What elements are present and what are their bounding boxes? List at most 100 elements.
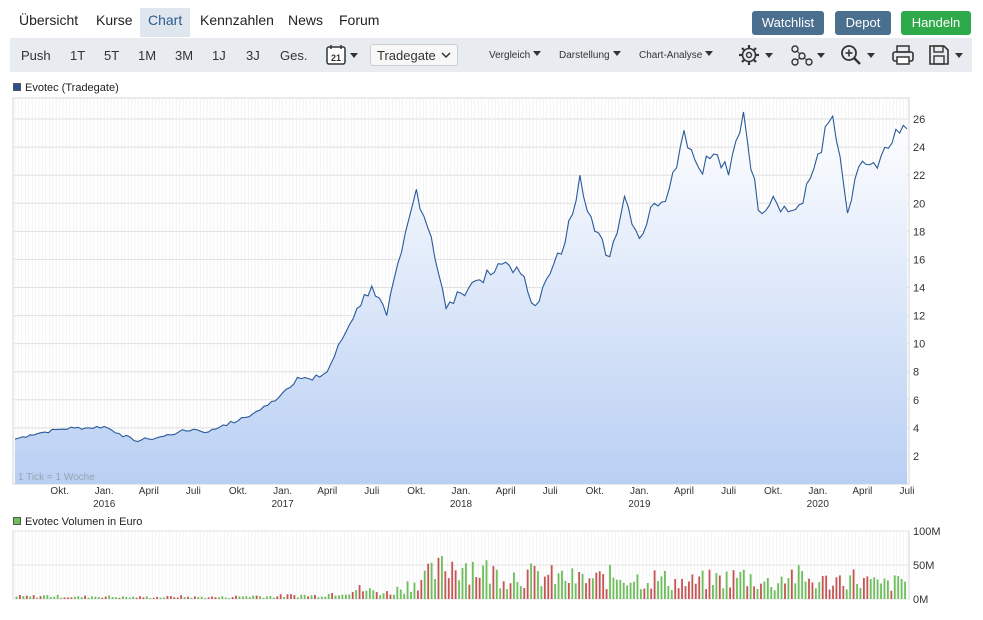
volume-bar [324,596,327,599]
volume-bar [314,594,316,599]
range-3m[interactable]: 3M [175,48,194,63]
volume-bar [403,593,406,599]
tab-kennzahlen[interactable]: Kennzahlen [200,12,274,28]
exchange-select[interactable]: Tradegate [370,44,458,66]
volume-bar [821,575,824,599]
volume-bar [633,581,635,599]
x-tick-label: Okt. [407,486,425,497]
range-1j[interactable]: 1J [212,48,226,63]
darstellung-menu[interactable]: Darstellung [559,50,621,61]
volume-bar [266,596,268,599]
volume-bar [454,570,457,599]
volume-bar [698,576,701,599]
volume-bar [255,595,258,599]
range-3j[interactable]: 3J [246,48,260,63]
print-icon[interactable] [891,44,915,66]
volume-bar [622,582,625,599]
volume-bar [84,595,87,599]
volume-bar [506,589,508,599]
volume-bar [437,557,440,599]
volume-bar [458,580,460,599]
y-tick-label: 8 [913,367,919,379]
volume-bar [653,570,656,599]
tab-uebersicht[interactable]: Übersicht [19,12,79,28]
volume-bar [567,582,570,599]
volume-bar [876,579,879,599]
volume-bar [417,590,419,599]
volume-bar [362,591,364,599]
volume-bar [91,596,93,599]
volume-bar [341,594,344,599]
zoom-icon[interactable] [840,44,878,66]
volume-bar [406,581,409,599]
volume-bar [159,597,162,599]
volume-bar [307,596,310,599]
range-gesamt[interactable]: Ges. [280,48,308,63]
volume-bar [657,580,659,599]
tab-kurse[interactable]: Kurse [96,12,133,28]
range-5t[interactable]: 5T [104,48,120,63]
save-icon[interactable] [928,44,968,66]
x-year-label: 2020 [807,499,830,510]
volume-bar [156,596,159,599]
volume-bar [602,573,605,599]
volume-bar [485,560,488,599]
volume-series [15,556,906,599]
volume-bar [760,583,762,599]
volume-bar [808,578,810,599]
volume-bar [420,580,423,599]
y-tick-label: 24 [913,142,925,154]
volume-bar [835,577,838,599]
range-1t[interactable]: 1T [70,48,86,63]
x-tick-label: Jan. [452,486,471,497]
volume-bar [221,596,224,599]
volume-bar [166,595,169,599]
x-axis: Okt. Jan. 2016 April Juli Okt. Jan. 2017 April Ju… [50,486,914,510]
watchlist-button[interactable]: Watchlist [752,11,824,35]
volume-bar [790,569,793,599]
volume-bar [863,577,865,599]
tab-chart[interactable]: Chart [140,8,191,37]
volume-bar [852,569,855,599]
indicators-icon[interactable] [790,44,828,66]
volume-bar [564,580,567,599]
volume-tick-label: 50M [913,560,934,572]
depot-button[interactable]: Depot [835,11,891,35]
volume-bar [392,594,395,599]
x-tick-label: April [496,486,516,497]
range-1m[interactable]: 1M [138,48,157,63]
volume-bar [187,596,189,599]
volume-bar [667,585,670,599]
tab-news[interactable]: News [288,12,324,28]
volume-bar [519,586,522,599]
volume-bar [70,597,73,599]
vergleich-menu[interactable]: Vergleich [489,50,542,61]
volume-bar [526,569,529,599]
volume-bar [742,569,745,599]
volume-bar [410,591,412,599]
y-tick-label: 10 [913,339,925,351]
volume-bar [173,597,176,599]
volume-bar [581,573,584,599]
tab-forum[interactable]: Forum [339,12,380,28]
y-tick-label: 26 [913,114,925,126]
volume-bar [591,578,594,599]
y-tick-label: 2 [913,451,919,463]
volume-bar [482,565,484,599]
volume-legend-swatch [13,517,21,525]
volume-bar [379,595,382,599]
volume-bar [224,597,227,599]
volume-bar [845,589,848,599]
volume-bar [777,583,780,599]
volume-bar [784,583,786,599]
handeln-button[interactable]: Handeln [901,11,971,35]
volume-bar [163,597,165,599]
chart-analyse-menu[interactable]: Chart-Analyse [639,50,714,61]
range-push[interactable]: Push [21,48,51,63]
calendar-icon[interactable]: 21 [326,44,360,66]
volume-bar [732,570,735,599]
x-year-label: 2018 [450,499,473,510]
gear-icon[interactable] [738,44,776,66]
volume-bar [557,573,560,599]
